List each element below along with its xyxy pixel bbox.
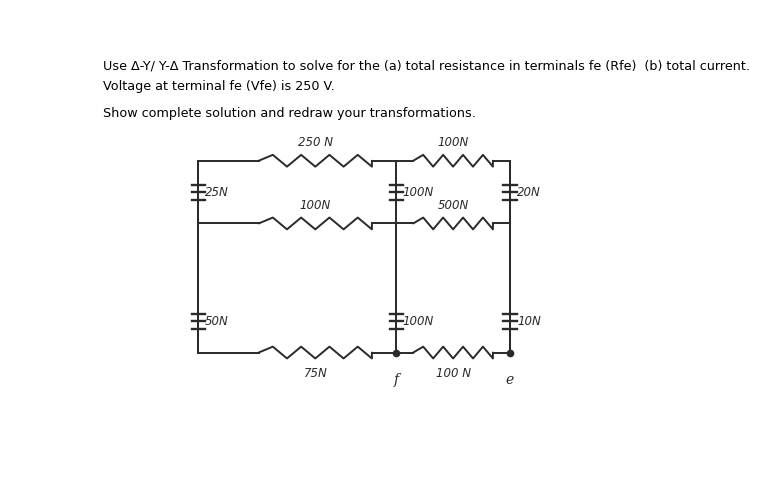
Text: Use Δ-Y/ Y-Δ Transformation to solve for the (a) total resistance in terminals f: Use Δ-Y/ Y-Δ Transformation to solve for… [103,59,750,72]
Text: 100 N: 100 N [435,366,471,379]
Text: Voltage at terminal fe (Vfe) is 250 V.: Voltage at terminal fe (Vfe) is 250 V. [103,80,335,92]
Text: 500N: 500N [438,199,468,212]
Text: Show complete solution and redraw your transformations.: Show complete solution and redraw your t… [103,107,475,120]
Text: 100N: 100N [402,185,434,199]
Text: e: e [506,373,514,387]
Text: 75N: 75N [304,366,327,379]
Text: 50N: 50N [205,315,228,328]
Text: f: f [393,373,399,387]
Text: 100N: 100N [402,315,434,328]
Text: 10N: 10N [517,315,541,328]
Text: 250 N: 250 N [298,136,333,149]
Text: 100N: 100N [300,199,331,212]
Text: 25N: 25N [205,185,228,199]
Text: 20N: 20N [517,185,541,199]
Text: 100N: 100N [438,136,468,149]
